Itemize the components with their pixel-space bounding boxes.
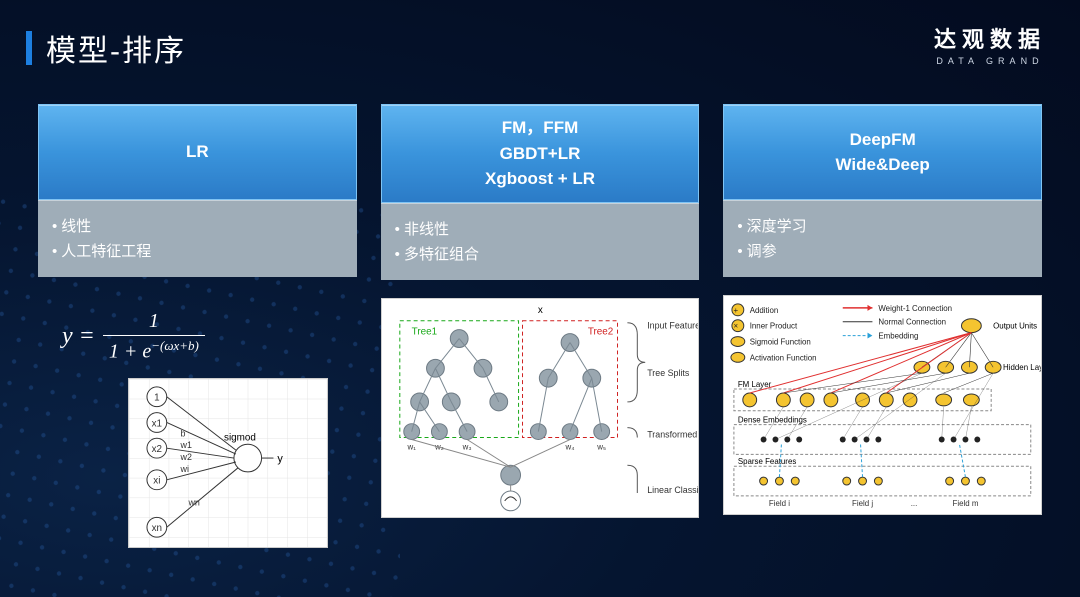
card-head-lr: LR [38, 104, 357, 200]
card-head-gbdt: FM，FFM GBDT+LR Xgboost + LR [381, 104, 700, 203]
svg-text:wn: wn [187, 497, 199, 507]
svg-text:Activation Function: Activation Function [750, 353, 817, 362]
card-body-lr: 线性 人工特征工程 [38, 200, 357, 277]
svg-text:Embedding: Embedding [879, 332, 919, 341]
svg-text:xi: xi [153, 476, 160, 487]
card-body-deepfm: 深度学习 调参 [723, 200, 1042, 277]
svg-text:...: ... [911, 499, 918, 508]
lr-formula: y = 1 1 + e−(ωx+b) [62, 310, 205, 364]
svg-text:Linear Classifier: Linear Classifier [647, 484, 698, 494]
svg-text:sigmod: sigmod [224, 432, 256, 443]
formula-num: 1 [143, 310, 165, 335]
bullet: 多特征组合 [395, 241, 686, 266]
svg-text:xn: xn [152, 523, 162, 534]
svg-text:x2: x2 [152, 444, 162, 455]
svg-text:w₃: w₃ [461, 442, 471, 451]
svg-text:wi: wi [180, 464, 189, 474]
formula-fraction: 1 1 + e−(ωx+b) [103, 310, 205, 364]
svg-text:Normal Connection: Normal Connection [879, 318, 947, 327]
svg-text:Transformed Features: Transformed Features [647, 429, 698, 439]
svg-text:1: 1 [154, 393, 160, 404]
title-accent-bar [26, 31, 32, 65]
svg-text:+: + [748, 396, 753, 405]
bullet: 人工特征工程 [52, 238, 343, 263]
formula-lhs: y = [62, 323, 95, 350]
formula-den: 1 + e−(ωx+b) [103, 335, 205, 364]
col-deepfm: DeepFM Wide&Deep 深度学习 调参 + Addition × In… [723, 104, 1042, 518]
col-gbdt: FM，FFM GBDT+LR Xgboost + LR 非线性 多特征组合 x … [381, 104, 700, 518]
card-head-line: Xgboost + LR [485, 166, 595, 192]
card-head-line: Wide&Deep [836, 152, 930, 178]
deepfm-diagram: + Addition × Inner Product Sigmoid Funct… [723, 295, 1042, 515]
card-head-line: DeepFM [850, 127, 916, 153]
bullet: 深度学习 [737, 213, 1028, 238]
svg-text:Hidden Layer: Hidden Layer [1003, 363, 1041, 372]
gbdt-diagram: x Tree1 Tree2 [381, 298, 700, 518]
card-head-line: LR [186, 139, 209, 165]
svg-text:Weight-1 Connection: Weight-1 Connection [879, 304, 953, 313]
svg-text:w₅: w₅ [596, 442, 606, 451]
bullet: 线性 [52, 213, 343, 238]
svg-text:Sparse Features: Sparse Features [738, 457, 796, 466]
svg-text:×: × [734, 322, 739, 331]
card-body-gbdt: 非线性 多特征组合 [381, 203, 700, 280]
svg-text:Sigmoid Function: Sigmoid Function [750, 337, 811, 346]
svg-text:Output Units: Output Units [994, 322, 1038, 331]
svg-text:w1: w1 [180, 440, 192, 450]
svg-text:w₁: w₁ [406, 442, 416, 451]
svg-text:Field m: Field m [953, 499, 979, 508]
x-label: x [538, 304, 543, 315]
lr-diagram: 1 x1 x2 xi xn b w1 w2 wi wn sigmod y [128, 378, 328, 548]
tree2-label: Tree2 [587, 326, 612, 337]
svg-text:Field i: Field i [769, 499, 790, 508]
svg-text:x1: x1 [152, 418, 163, 429]
svg-text:Dense Embeddings: Dense Embeddings [738, 416, 807, 425]
svg-text:Field j: Field j [852, 499, 873, 508]
svg-text:Tree Splits: Tree Splits [647, 368, 690, 378]
card-head-deepfm: DeepFM Wide&Deep [723, 104, 1042, 200]
svg-text:+: + [734, 306, 739, 315]
brand-logo: 达观数据 DATA GRAND [934, 22, 1046, 66]
tree1-label: Tree1 [411, 326, 437, 337]
svg-text:Input Features: Input Features [647, 320, 698, 330]
brand-cn: 达观数据 [934, 22, 1046, 54]
card-head-line: FM，FFM [502, 115, 578, 141]
bullet: 非线性 [395, 216, 686, 241]
svg-text:Inner Product: Inner Product [750, 322, 798, 331]
bullet: 调参 [737, 238, 1028, 263]
svg-text:w2: w2 [180, 452, 192, 462]
svg-text:w₄: w₄ [564, 442, 574, 451]
svg-text:FM Layer: FM Layer [738, 380, 772, 389]
svg-text:y: y [277, 453, 283, 465]
brand-en: DATA GRAND [934, 56, 1046, 66]
svg-text:Addition: Addition [750, 306, 779, 315]
slide-title: 模型-排序 [26, 26, 186, 70]
title-text: 模型-排序 [46, 26, 186, 70]
card-head-line: GBDT+LR [500, 141, 581, 167]
